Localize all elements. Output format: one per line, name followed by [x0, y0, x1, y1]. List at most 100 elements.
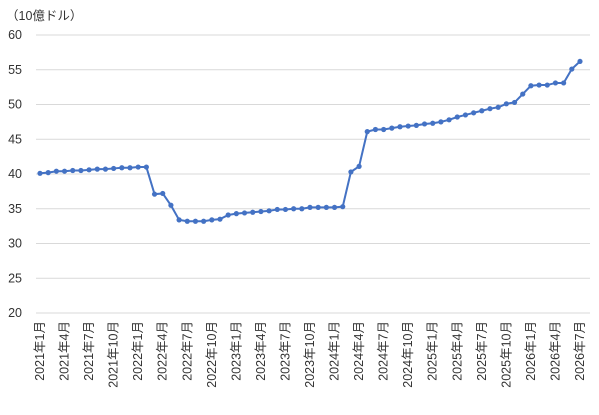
data-point [446, 117, 452, 123]
x-tick-label: 2023年10月 [303, 321, 317, 388]
data-point [160, 190, 166, 197]
y-tick-label: 50 [8, 98, 22, 112]
y-tick-label: 40 [8, 167, 22, 181]
x-tick-label: 2026年4月 [548, 321, 562, 381]
data-point [209, 217, 215, 223]
data-point [102, 166, 109, 172]
y-tick-label: 55 [8, 63, 22, 77]
x-tick-label: 2022年4月 [156, 321, 170, 381]
data-point [462, 112, 469, 118]
data-point [94, 166, 100, 172]
data-point [176, 217, 182, 223]
data-point [471, 110, 477, 116]
data-point [78, 167, 84, 174]
data-point [364, 129, 370, 135]
data-point [438, 119, 444, 125]
x-tick-label: 2024年10月 [401, 321, 415, 388]
data-point [192, 218, 199, 224]
y-tick-label: 30 [8, 237, 22, 251]
data-point [348, 169, 354, 175]
x-tick-label: 2022年1月 [131, 321, 145, 381]
data-point [70, 167, 76, 174]
data-point [37, 170, 43, 176]
data-point [151, 191, 158, 197]
data-point [577, 58, 583, 65]
data-point [315, 204, 321, 210]
data-point [495, 104, 501, 110]
data-point [168, 202, 174, 208]
data-point [184, 218, 190, 224]
y-tick-label: 35 [8, 202, 22, 216]
y-tick-label: 20 [8, 306, 22, 320]
x-tick-label: 2025年10月 [499, 321, 513, 388]
x-tick-label: 2026年1月 [524, 321, 538, 381]
x-tick-label: 2024年4月 [352, 321, 366, 381]
y-tick-label: 45 [8, 132, 22, 146]
data-point [421, 121, 428, 127]
x-tick-label: 2022年7月 [180, 321, 194, 381]
data-point [307, 204, 313, 210]
data-point [536, 82, 542, 88]
data-point [413, 122, 419, 128]
data-point [381, 126, 387, 133]
data-point [552, 80, 559, 86]
x-tick-label: 2026年7月 [573, 321, 587, 381]
data-point [405, 123, 411, 129]
data-point [217, 216, 223, 222]
data-point [135, 164, 141, 170]
data-point [111, 165, 117, 172]
data-point [282, 206, 289, 213]
data-point [258, 208, 264, 215]
data-point [544, 82, 550, 88]
x-tick-label: 2021年1月 [33, 321, 47, 381]
x-tick-label: 2025年4月 [450, 321, 464, 381]
data-point [291, 206, 297, 212]
data-point [143, 164, 149, 170]
y-tick-label: 25 [8, 271, 22, 285]
data-point [241, 210, 248, 216]
x-tick-label: 2025年1月 [426, 321, 440, 381]
data-point [397, 124, 403, 130]
data-point [389, 125, 395, 131]
y-tick-label: 60 [8, 28, 22, 42]
data-point [340, 204, 346, 210]
x-tick-label: 2023年7月 [278, 321, 292, 381]
data-point [569, 66, 575, 72]
data-point [201, 218, 207, 224]
data-point [528, 83, 534, 89]
data-point [299, 206, 305, 212]
x-tick-label: 2023年1月 [229, 321, 243, 381]
data-point [487, 106, 493, 112]
data-point [119, 165, 125, 171]
x-tick-label: 2021年10月 [107, 321, 121, 388]
data-point [520, 91, 526, 97]
data-point [233, 211, 239, 217]
data-point [225, 212, 231, 218]
data-point [503, 101, 509, 107]
data-point [266, 208, 272, 214]
x-tick-label: 2021年4月 [58, 321, 72, 381]
data-point [372, 126, 379, 133]
data-point [53, 168, 59, 174]
x-tick-label: 2023年4月 [254, 321, 268, 381]
data-point [127, 165, 133, 171]
data-point [250, 209, 256, 215]
data-point [331, 204, 338, 210]
line-series [39, 60, 581, 223]
data-point [45, 170, 51, 176]
x-tick-label: 2021年7月 [82, 321, 96, 381]
x-tick-label: 2022年10月 [205, 321, 219, 388]
data-point [561, 80, 567, 86]
data-point [430, 120, 436, 126]
x-tick-label: 2024年7月 [377, 321, 391, 381]
y-axis-unit: （10億ドル） [6, 9, 82, 23]
data-point [479, 108, 485, 114]
data-point [454, 114, 460, 120]
data-point [356, 163, 362, 169]
x-tick-label: 2025年7月 [475, 321, 489, 381]
data-point [86, 167, 92, 173]
data-point [511, 99, 518, 106]
x-tick-label: 2024年1月 [328, 321, 342, 381]
data-point [323, 204, 329, 210]
